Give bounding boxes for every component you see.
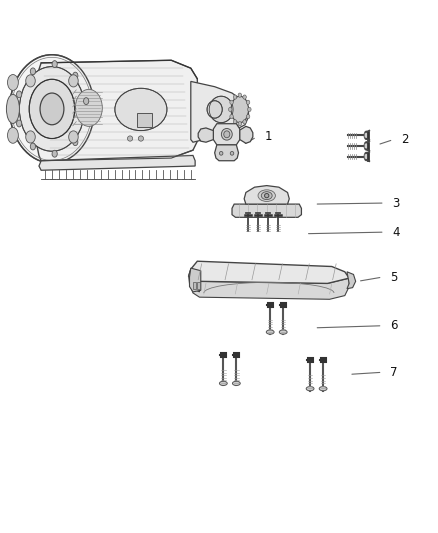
Polygon shape — [39, 156, 195, 170]
Ellipse shape — [29, 79, 75, 139]
Text: 4: 4 — [392, 225, 400, 239]
Ellipse shape — [364, 152, 368, 161]
Ellipse shape — [233, 381, 240, 385]
FancyBboxPatch shape — [137, 112, 152, 127]
Text: 7: 7 — [390, 366, 398, 379]
Ellipse shape — [247, 107, 251, 111]
Ellipse shape — [26, 131, 35, 143]
Text: 3: 3 — [392, 197, 400, 209]
Polygon shape — [347, 272, 356, 289]
Ellipse shape — [233, 120, 237, 124]
Ellipse shape — [73, 139, 78, 146]
Ellipse shape — [209, 96, 233, 123]
Ellipse shape — [246, 115, 250, 119]
Polygon shape — [189, 269, 199, 292]
Polygon shape — [37, 60, 198, 161]
Ellipse shape — [246, 100, 250, 104]
Ellipse shape — [243, 95, 246, 99]
Ellipse shape — [306, 386, 314, 391]
Ellipse shape — [75, 90, 102, 126]
Ellipse shape — [30, 68, 35, 75]
Polygon shape — [213, 124, 240, 145]
Ellipse shape — [138, 136, 144, 141]
Ellipse shape — [69, 131, 78, 143]
Polygon shape — [190, 278, 349, 300]
Ellipse shape — [52, 150, 57, 157]
Ellipse shape — [319, 386, 327, 391]
Ellipse shape — [224, 131, 230, 138]
Ellipse shape — [238, 93, 242, 98]
Ellipse shape — [127, 136, 133, 141]
Ellipse shape — [279, 330, 287, 334]
Ellipse shape — [364, 142, 368, 150]
Ellipse shape — [207, 101, 222, 118]
Ellipse shape — [7, 94, 19, 124]
Polygon shape — [190, 268, 201, 292]
Ellipse shape — [7, 127, 18, 143]
Ellipse shape — [73, 72, 78, 79]
Polygon shape — [215, 145, 239, 161]
Ellipse shape — [243, 120, 246, 124]
Ellipse shape — [7, 75, 18, 91]
Text: 5: 5 — [390, 271, 398, 284]
FancyBboxPatch shape — [194, 282, 196, 289]
Polygon shape — [232, 204, 301, 217]
Ellipse shape — [219, 381, 227, 385]
Ellipse shape — [17, 91, 22, 98]
Ellipse shape — [229, 107, 232, 111]
Ellipse shape — [69, 75, 78, 87]
Ellipse shape — [52, 61, 57, 68]
Ellipse shape — [26, 75, 35, 87]
Polygon shape — [240, 126, 253, 143]
Ellipse shape — [10, 55, 94, 163]
Ellipse shape — [364, 131, 368, 140]
Ellipse shape — [261, 192, 272, 199]
Ellipse shape — [19, 67, 85, 151]
Ellipse shape — [30, 143, 35, 150]
Ellipse shape — [17, 120, 22, 127]
Polygon shape — [189, 261, 349, 284]
Ellipse shape — [230, 100, 233, 104]
Text: 2: 2 — [401, 133, 409, 146]
Ellipse shape — [219, 151, 223, 155]
Ellipse shape — [230, 115, 233, 119]
Ellipse shape — [233, 95, 237, 99]
Ellipse shape — [231, 96, 248, 123]
Ellipse shape — [40, 93, 64, 125]
Ellipse shape — [115, 88, 167, 131]
Polygon shape — [191, 82, 248, 142]
Ellipse shape — [84, 98, 89, 104]
Ellipse shape — [230, 151, 234, 155]
Ellipse shape — [221, 128, 232, 140]
Ellipse shape — [238, 122, 242, 126]
Ellipse shape — [258, 190, 276, 201]
FancyBboxPatch shape — [197, 282, 200, 289]
Polygon shape — [198, 128, 213, 142]
Ellipse shape — [265, 193, 269, 198]
Text: 6: 6 — [390, 319, 398, 332]
Ellipse shape — [266, 330, 274, 334]
Text: 1: 1 — [265, 131, 272, 143]
Polygon shape — [244, 185, 289, 204]
